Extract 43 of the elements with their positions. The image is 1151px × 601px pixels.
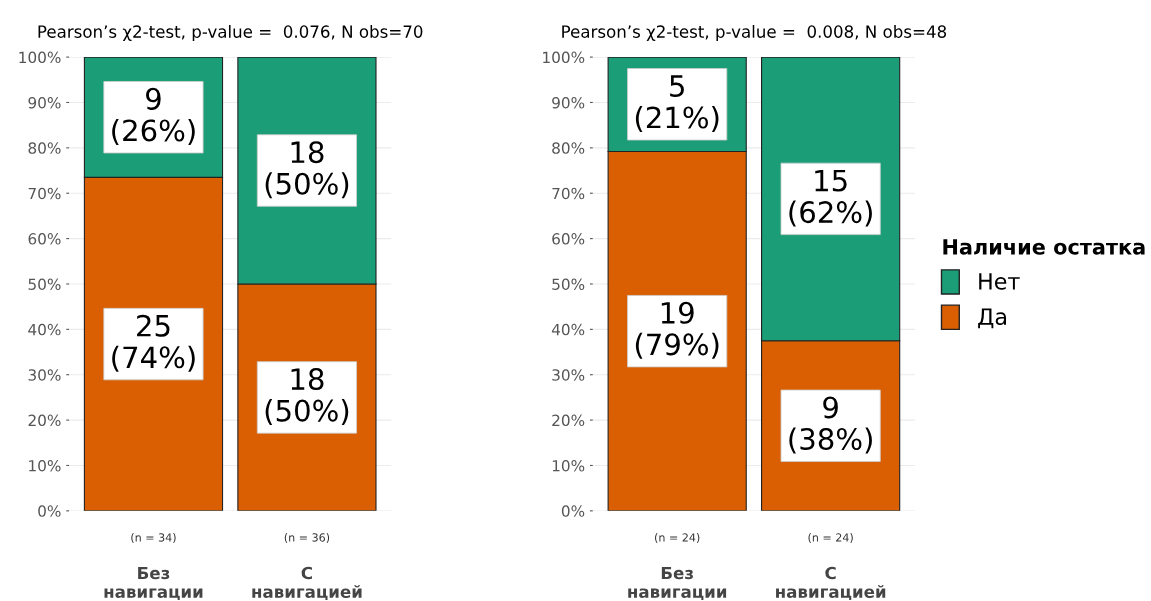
y-tick-label: 100%: [19, 51, 61, 64]
data-label: 5 (21%): [635, 75, 719, 132]
data-label: 19 (79%): [635, 301, 719, 359]
chart-title: Pearson’s χ2-test, p-value = 0.008, N obs=48: [562, 24, 947, 42]
y-tick-label: 0%: [38, 505, 61, 517]
y-tick-label: 50%: [28, 278, 61, 290]
y-tick-label: 50%: [552, 278, 585, 290]
y-tick-label: 60%: [28, 233, 61, 245]
text: (n = 36): [284, 533, 330, 543]
y-tick-label: 40%: [28, 323, 61, 336]
legend-label: Да: [978, 308, 1007, 329]
x-tick-label: Без навигации: [104, 566, 203, 601]
y-tick-label: 20%: [552, 414, 585, 427]
y-tick-label: 90%: [28, 96, 61, 109]
y-tick-label: 30%: [552, 369, 585, 381]
y-tick-label: 10%: [552, 459, 585, 472]
x-tick-label: С навигацией: [776, 566, 886, 601]
text: (n = 24): [808, 533, 853, 543]
y-tick-label: 80%: [552, 142, 585, 154]
y-tick-label: 60%: [552, 233, 585, 245]
data-label: 9 (26%): [112, 87, 195, 145]
data-label: 18 (50%): [265, 141, 349, 199]
text: (n = 24): [655, 533, 700, 543]
y-tick-label: 100%: [543, 51, 585, 64]
data-label: 15 (62%): [789, 169, 872, 227]
legend-title: Наличие остатка: [943, 239, 1145, 255]
data-label: 25 (74%): [112, 314, 195, 372]
data-label: 18 (50%): [265, 368, 349, 426]
y-tick-label: 20%: [28, 414, 61, 427]
x-tick-label: С навигацией: [252, 566, 362, 601]
legend-label: Нет: [979, 273, 1020, 290]
y-tick-label: 80%: [28, 142, 61, 154]
y-tick-label: 0%: [561, 505, 585, 517]
chart-title: Pearson’s χ2-test, p-value = 0.076, N obs=70: [38, 24, 423, 42]
y-tick-label: 90%: [552, 96, 585, 109]
y-tick-label: 40%: [551, 323, 585, 336]
y-tick-label: 30%: [28, 369, 61, 381]
y-tick-label: 10%: [29, 459, 61, 472]
y-tick-label: 70%: [28, 187, 61, 200]
data-label: 9 (38%): [789, 396, 872, 454]
y-tick-label: 70%: [552, 187, 585, 200]
x-tick-label: Без навигации: [628, 566, 727, 601]
text: (n = 34): [131, 533, 176, 543]
